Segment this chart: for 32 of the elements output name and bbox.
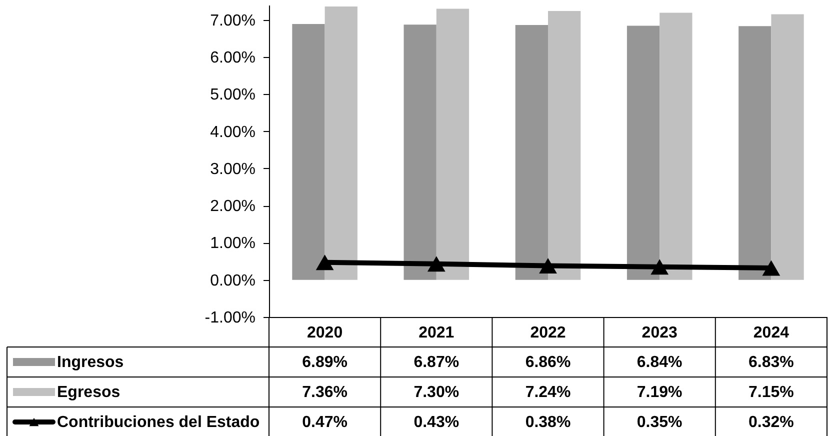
data-label: 7.36%: [302, 384, 348, 401]
y-tick-label: 6.00%: [210, 50, 256, 66]
y-tick-label: 7.00%: [210, 12, 256, 30]
data-label: 0.38%: [525, 414, 571, 431]
y-tick-label: 2.00%: [210, 198, 256, 216]
data-label: 6.87%: [414, 354, 460, 371]
y-tick-label: 4.00%: [210, 124, 256, 141]
x-tick-label: 2021: [418, 324, 454, 342]
data-label: 0.43%: [414, 414, 460, 431]
legend-label: Ingresos: [57, 354, 124, 371]
data-label: 7.30%: [414, 384, 460, 401]
data-label: 6.84%: [636, 354, 682, 371]
data-label: 0.47%: [302, 414, 348, 431]
data-label: 0.35%: [636, 414, 682, 431]
data-label: 0.32%: [748, 414, 794, 431]
y-tick-label: 1.00%: [210, 235, 256, 252]
data-label: 7.24%: [525, 384, 571, 401]
data-label: 6.83%: [748, 354, 794, 371]
legend-label: Contribuciones del Estado: [57, 414, 260, 431]
x-tick-label: 2024: [753, 324, 790, 342]
legend-label: Egresos: [57, 384, 120, 401]
data-label: 7.15%: [748, 384, 794, 401]
x-tick-label: 2022: [530, 324, 566, 342]
data-label: 6.86%: [525, 354, 571, 371]
x-tick-label: 2023: [642, 324, 678, 342]
x-tick-label: 2020: [307, 324, 343, 342]
y-tick-label: 3.00%: [210, 160, 256, 178]
y-tick-label: 0.00%: [210, 272, 256, 290]
y-tick-label: -1.00%: [204, 310, 256, 326]
y-tick-label: 5.00%: [210, 86, 256, 104]
data-label: 6.89%: [302, 354, 348, 371]
data-label: 7.19%: [636, 384, 682, 401]
